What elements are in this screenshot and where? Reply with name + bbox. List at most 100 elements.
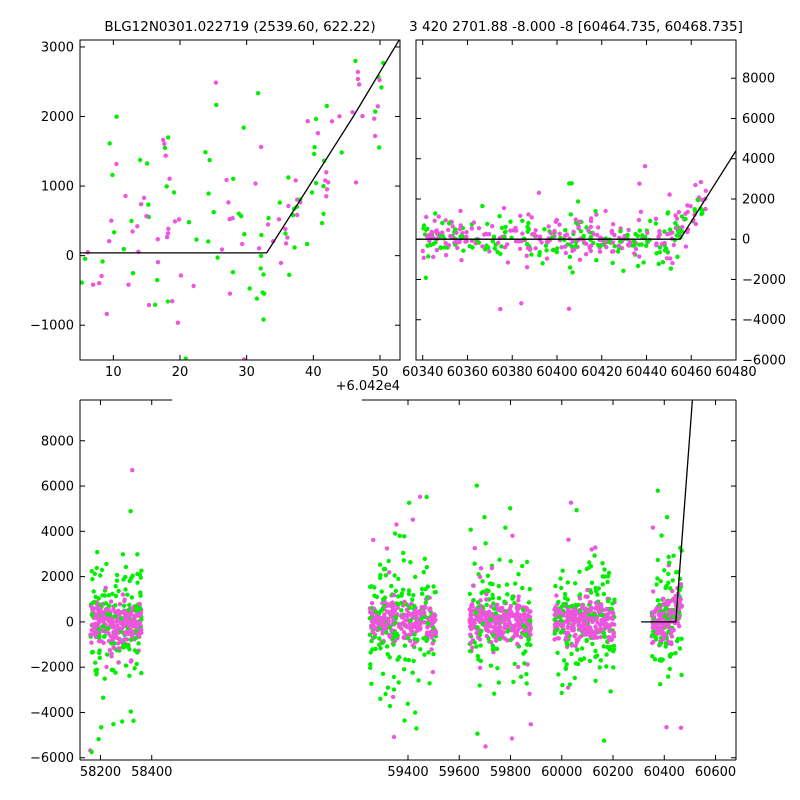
data-point bbox=[559, 245, 564, 250]
data-point bbox=[378, 696, 383, 701]
data-point bbox=[411, 658, 416, 664]
data-point bbox=[492, 246, 497, 251]
data-point bbox=[478, 658, 483, 664]
data-point bbox=[165, 299, 170, 304]
data-point bbox=[650, 624, 656, 630]
data-point bbox=[443, 241, 448, 246]
data-point bbox=[265, 222, 271, 227]
data-point bbox=[123, 587, 128, 592]
data-point bbox=[569, 244, 574, 249]
data-point bbox=[480, 579, 485, 584]
data-point bbox=[283, 241, 289, 246]
data-point bbox=[669, 628, 675, 633]
data-point bbox=[490, 647, 496, 652]
data-point bbox=[480, 203, 485, 209]
data-point bbox=[475, 614, 480, 619]
data-point bbox=[574, 508, 579, 513]
data-point bbox=[391, 618, 396, 624]
data-point bbox=[528, 722, 533, 727]
data-point bbox=[666, 622, 671, 628]
data-point bbox=[419, 605, 424, 610]
data-point bbox=[420, 248, 425, 254]
data-point bbox=[130, 629, 135, 634]
data-point bbox=[493, 611, 499, 616]
data-point bbox=[146, 202, 151, 207]
data-point bbox=[473, 610, 478, 615]
data-point bbox=[119, 639, 124, 645]
data-point bbox=[526, 220, 531, 226]
data-point bbox=[127, 673, 132, 678]
data-point bbox=[107, 612, 113, 617]
data-point bbox=[497, 619, 503, 624]
data-point bbox=[475, 600, 481, 605]
data-point bbox=[610, 611, 616, 616]
data-point bbox=[377, 636, 382, 641]
data-point bbox=[504, 623, 509, 628]
data-point bbox=[313, 180, 319, 186]
data-point bbox=[162, 141, 167, 146]
data-point bbox=[414, 615, 420, 621]
data-point bbox=[324, 194, 329, 199]
data-point bbox=[497, 636, 503, 642]
data-point bbox=[402, 643, 408, 648]
data-point bbox=[645, 239, 650, 244]
data-point bbox=[259, 232, 264, 238]
data-point bbox=[667, 666, 672, 672]
data-point bbox=[102, 633, 108, 639]
data-point bbox=[382, 622, 387, 627]
x-tick-label: 60380 bbox=[492, 365, 533, 380]
data-point bbox=[673, 220, 678, 226]
data-point bbox=[666, 674, 671, 679]
data-point bbox=[663, 641, 669, 646]
data-point bbox=[471, 623, 477, 628]
data-point bbox=[276, 217, 282, 222]
y-tick-label: 4000 bbox=[742, 152, 775, 167]
data-point bbox=[678, 582, 684, 587]
data-point bbox=[583, 594, 588, 599]
data-point bbox=[565, 624, 571, 629]
data-point bbox=[463, 239, 468, 244]
data-point bbox=[618, 239, 623, 244]
data-point bbox=[253, 181, 258, 186]
data-point bbox=[659, 628, 664, 633]
data-point bbox=[165, 231, 171, 236]
data-point bbox=[678, 725, 684, 730]
data-point bbox=[321, 184, 326, 189]
data-point bbox=[514, 613, 519, 618]
data-point bbox=[648, 218, 653, 224]
data-point bbox=[655, 598, 661, 603]
data-point bbox=[406, 636, 411, 641]
data-point bbox=[577, 617, 583, 622]
data-point bbox=[399, 591, 405, 596]
data-point bbox=[254, 296, 260, 301]
data-point bbox=[106, 626, 111, 631]
data-point bbox=[165, 135, 171, 140]
data-point bbox=[496, 680, 501, 685]
data-point bbox=[506, 608, 512, 614]
data-point bbox=[520, 218, 525, 223]
data-point bbox=[529, 252, 534, 257]
data-point bbox=[408, 627, 414, 632]
data-point bbox=[477, 683, 482, 688]
data-point bbox=[468, 527, 473, 532]
data-point bbox=[554, 217, 560, 223]
data-point bbox=[519, 301, 524, 306]
data-point bbox=[410, 643, 416, 648]
data-point bbox=[319, 220, 325, 226]
data-point bbox=[468, 609, 474, 614]
data-point bbox=[664, 515, 670, 520]
data-point bbox=[99, 725, 104, 730]
data-point bbox=[490, 613, 495, 619]
data-point bbox=[603, 620, 608, 625]
data-point bbox=[666, 602, 671, 607]
data-point bbox=[164, 234, 170, 240]
data-point bbox=[213, 80, 219, 85]
data-point bbox=[650, 525, 656, 530]
data-point bbox=[178, 273, 184, 278]
data-point bbox=[576, 224, 581, 229]
data-point bbox=[403, 657, 408, 662]
data-point bbox=[421, 570, 426, 575]
data-point bbox=[464, 229, 469, 235]
data-point bbox=[96, 737, 101, 742]
data-point bbox=[435, 231, 440, 237]
